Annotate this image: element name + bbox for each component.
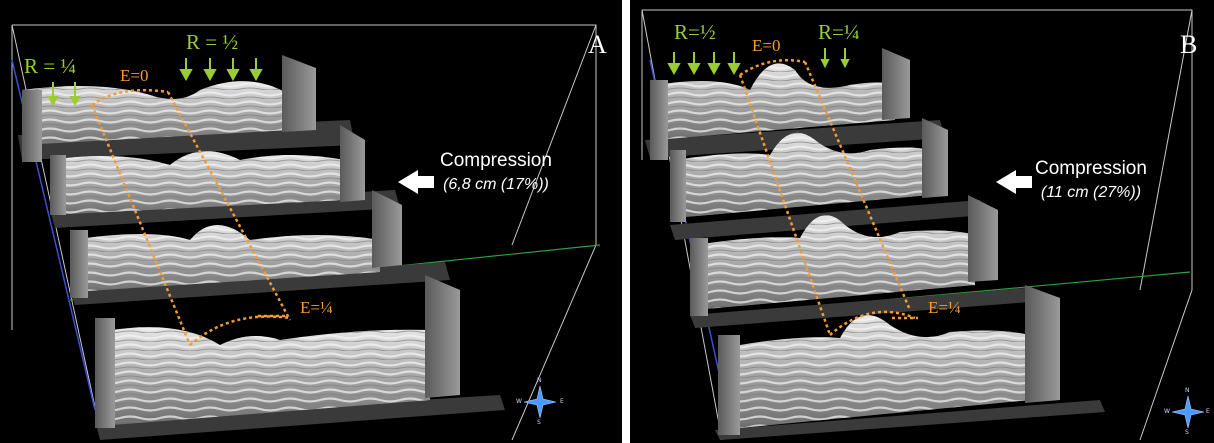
compression-label: Compression (11 cm (27%)) (1035, 158, 1147, 202)
slab-1 (18, 55, 355, 162)
r-right-label: R=¼ (818, 20, 860, 44)
slab-3 (70, 190, 450, 305)
compression-value: (6,8 cm (17%)) (443, 176, 549, 193)
e-markers (90, 88, 292, 346)
compass-star-icon (1171, 395, 1205, 429)
r-left-label: R=½ (674, 20, 716, 44)
compression-arrow-a (398, 170, 434, 194)
slab-2 (670, 118, 985, 240)
e-bottom-label: E=¼ (300, 298, 333, 317)
r-arrows-a (47, 58, 263, 107)
panel-letter: B (1180, 30, 1198, 59)
panel-a: A R = ¼ R = ½ E=0 E=¼ Compression (6,8 c… (0, 0, 622, 443)
compression-arrow-b (996, 170, 1032, 194)
compression-title: Compression (440, 150, 552, 171)
compression-value: (11 cm (27%)) (1040, 184, 1142, 201)
scene-a (11, 24, 601, 441)
r-arrows-b (667, 48, 850, 76)
compression-title: Compression (1035, 158, 1147, 179)
slab-4 (715, 285, 1105, 440)
panel-letter: A (588, 30, 607, 59)
r-right-label: R = ½ (186, 30, 239, 54)
r-left-label: R = ¼ (24, 54, 77, 78)
e-bottom-label: E=¼ (928, 298, 961, 317)
compression-label: Compression (6,8 cm (17%)) (440, 150, 552, 194)
e-top-label: E=0 (120, 66, 149, 85)
compass-star-icon (523, 385, 557, 419)
e-top-label: E=0 (752, 36, 781, 55)
slab-4 (95, 275, 505, 440)
compass-rose: N S E W (1164, 387, 1210, 436)
slab-1 (645, 48, 945, 160)
e-markers (738, 58, 918, 336)
scene-b (641, 9, 1193, 441)
compass-rose: N S E W (516, 377, 564, 426)
panel-b: B R=½ R=¼ E=0 E=¼ Compression (11 cm (27… (630, 0, 1214, 443)
slab-3 (690, 195, 1030, 328)
